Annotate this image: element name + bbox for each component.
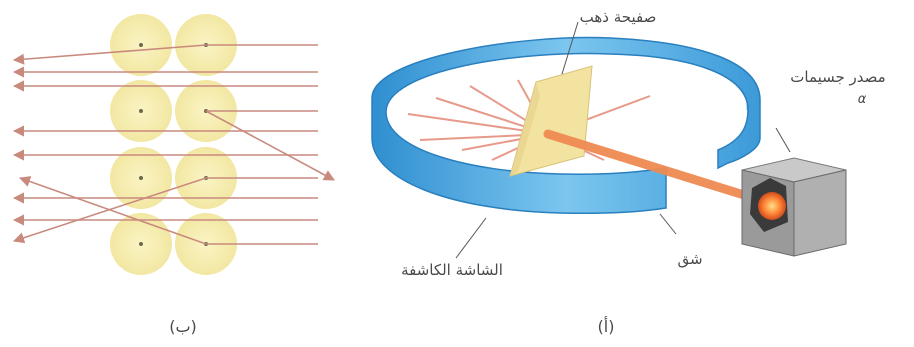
box-side — [794, 170, 846, 256]
nucleus — [139, 109, 143, 113]
pointer-source — [776, 128, 790, 152]
pointer-slit — [660, 214, 676, 234]
label-particle-source: مصدر جسيمات — [790, 68, 885, 86]
nucleus — [139, 176, 143, 180]
label-gold-foil: صفيحة ذهب — [580, 8, 657, 26]
label-slit: شق — [677, 250, 702, 268]
figure-a: صفيحة ذهب مصدر جسيمات α شق الشاشة الكاشف… — [372, 8, 886, 336]
particle-source — [742, 158, 846, 256]
label-alpha: α — [858, 92, 867, 107]
label-detector-screen: الشاشة الكاشفة — [401, 261, 503, 279]
radioactive-source — [758, 192, 786, 220]
caption-a: (أ) — [598, 316, 615, 336]
figure-b: (ب) — [14, 14, 334, 336]
caption-b: (ب) — [169, 317, 197, 336]
alpha-rays — [14, 45, 334, 244]
pointer-screen — [456, 218, 486, 258]
nucleus — [139, 242, 143, 246]
atom-grid — [110, 14, 237, 275]
nucleus — [139, 43, 143, 47]
